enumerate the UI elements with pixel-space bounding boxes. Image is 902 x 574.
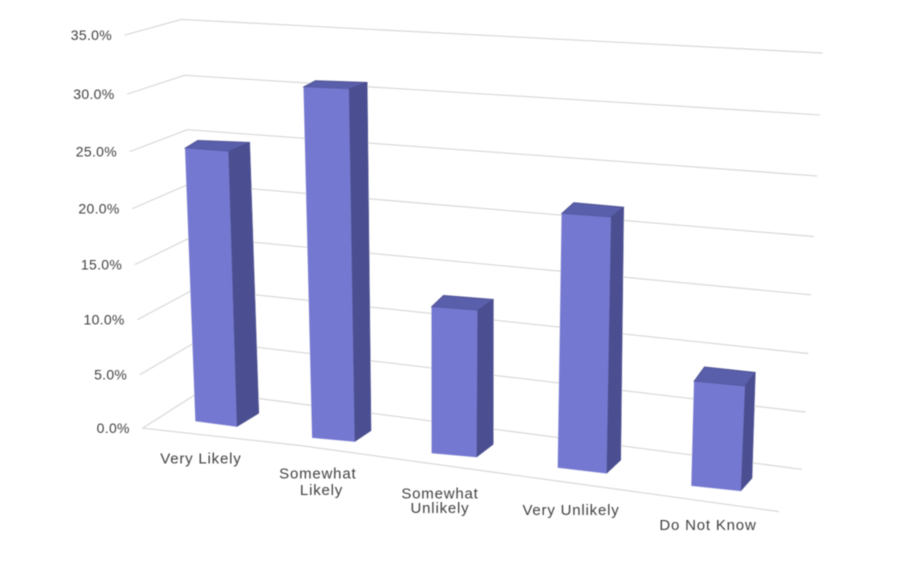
svg-text:Very Likely: Very Likely — [160, 451, 241, 468]
svg-text:Unlikely: Unlikely — [411, 500, 470, 517]
svg-text:15.0%: 15.0% — [81, 257, 122, 273]
svg-text:Do Not Know: Do Not Know — [659, 517, 756, 534]
svg-text:30.0%: 30.0% — [73, 86, 114, 102]
svg-text:5.0%: 5.0% — [94, 367, 127, 383]
svg-text:35.0%: 35.0% — [71, 27, 112, 43]
svg-text:Somewhat: Somewhat — [279, 466, 356, 483]
svg-text:Likely: Likely — [300, 482, 343, 499]
svg-text:10.0%: 10.0% — [83, 312, 124, 328]
svg-text:0.0%: 0.0% — [97, 420, 130, 436]
svg-text:Very Unlikely: Very Unlikely — [522, 502, 619, 519]
svg-text:Somewhat: Somewhat — [401, 486, 478, 503]
svg-text:20.0%: 20.0% — [78, 201, 119, 217]
svg-text:25.0%: 25.0% — [76, 144, 117, 160]
